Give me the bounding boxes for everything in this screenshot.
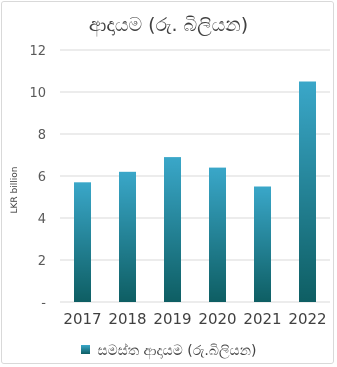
y-tick-label: 2 <box>38 254 46 269</box>
bar <box>254 186 271 302</box>
y-tick-label: 6 <box>38 170 46 185</box>
legend-swatch <box>80 345 90 354</box>
x-tick-label: 2022 <box>288 310 326 328</box>
x-tick-label: 2019 <box>153 310 191 328</box>
y-tick-label: 8 <box>38 128 46 143</box>
bar <box>164 157 181 302</box>
bar <box>209 167 226 302</box>
y-tick-label: 4 <box>38 212 46 227</box>
y-tick-label: - <box>41 296 46 311</box>
x-tick-label: 2020 <box>198 310 236 328</box>
y-axis-label: LKR billion <box>10 167 20 214</box>
x-tick-label: 2021 <box>243 310 281 328</box>
bar <box>119 171 136 302</box>
bar <box>299 81 316 302</box>
bar <box>74 182 91 302</box>
chart-frame <box>1 1 334 364</box>
x-tick-label: 2017 <box>63 310 101 328</box>
legend-label: සමස්ත ආදායම (රු.බිලියන) <box>97 343 257 359</box>
y-tick-label: 12 <box>29 44 46 59</box>
chart-title: ආදායම (රු. බිලියන) <box>88 14 249 36</box>
x-tick-label: 2018 <box>108 310 146 328</box>
legend: සමස්ත ආදායම (රු.බිලියන) <box>0 343 337 359</box>
y-tick-label: 10 <box>29 86 46 101</box>
